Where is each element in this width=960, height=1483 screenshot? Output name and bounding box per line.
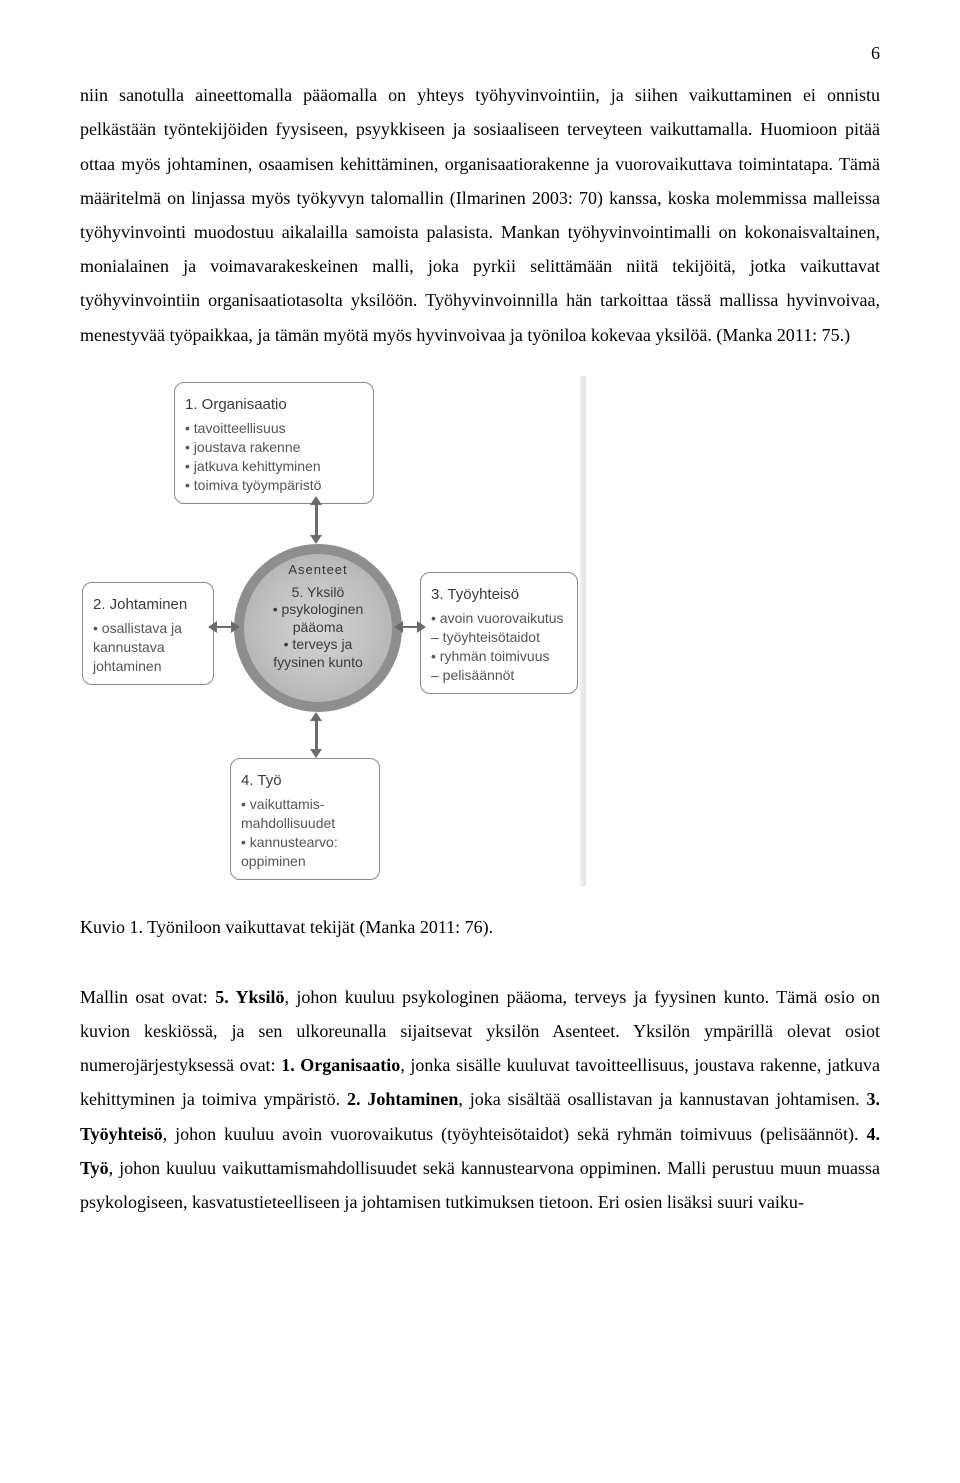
box-tyoyhteiso-title: 3. Työyhteisö — [431, 581, 567, 610]
box-tyoyhteiso-bullet-2: • ryhmän toimivuus — [431, 647, 567, 666]
figure-caption: Kuvio 1. Työniloon vaikuttavat tekijät (… — [80, 910, 880, 944]
paragraph-1: niin sanotulla aineettomalla pääomalla o… — [80, 78, 880, 352]
p2-text-5: , johon kuuluu vaikuttamismahdollisuudet… — [80, 1158, 880, 1212]
box-tyoyhteiso-bullet-1: – työyhteisötaidot — [431, 628, 567, 647]
box-organisaatio: 1. Organisaatio • tavoitteellisuus • jou… — [174, 382, 374, 504]
box-johtaminen-bullet-2: johtaminen — [93, 657, 203, 676]
box-johtaminen-bullet-1: kannustava — [93, 638, 203, 657]
p2-text-3: , joka sisältää osallistavan ja kannusta… — [458, 1089, 866, 1109]
box-johtaminen-title: 2. Johtaminen — [93, 591, 203, 620]
box-tyo-title: 4. Työ — [241, 767, 369, 796]
box-organisaatio-bullet-1: • joustava rakenne — [185, 438, 363, 457]
circle-bullet-2: • terveys ja — [284, 636, 353, 654]
arrow-bottom — [315, 720, 318, 750]
box-johtaminen-bullet-0: • osallistava ja — [93, 619, 203, 638]
wellbeing-model-diagram: 1. Organisaatio • tavoitteellisuus • jou… — [76, 376, 586, 886]
p2-text-0: Mallin osat ovat: — [80, 987, 215, 1007]
box-organisaatio-title: 1. Organisaatio — [185, 391, 363, 420]
box-tyo-bullet-0: • vaikuttamis- — [241, 795, 369, 814]
box-tyo-bullet-3: oppiminen — [241, 852, 369, 871]
box-tyoyhteiso-bullet-0: • avoin vuorovaikutus — [431, 609, 567, 628]
arrow-right — [402, 626, 418, 629]
box-johtaminen: 2. Johtaminen • osallistava ja kannustav… — [82, 582, 214, 685]
scan-shade — [580, 376, 586, 886]
circle-yksilo: Asenteet 5. Yksilö • psykologinen pääoma… — [234, 544, 402, 712]
box-organisaatio-bullet-0: • tavoitteellisuus — [185, 419, 363, 438]
page-number: 6 — [80, 36, 880, 70]
circle-bullet-0: • psykologinen — [273, 601, 364, 619]
box-organisaatio-bullet-2: • jatkuva kehittyminen — [185, 457, 363, 476]
paragraph-2: Mallin osat ovat: 5. Yksilö , johon kuulu… — [80, 980, 880, 1219]
p2-bold-1: 5. Yksilö — [215, 987, 284, 1007]
box-tyoyhteiso-bullet-3: – pelisäännöt — [431, 666, 567, 685]
circle-bullet-3: fyysinen kunto — [273, 654, 363, 672]
box-organisaatio-bullet-3: • toimiva työympäristö — [185, 476, 363, 495]
arrow-top — [315, 504, 318, 536]
p2-bold-2: 1. Organisaatio — [281, 1055, 400, 1075]
circle-title: 5. Yksilö — [292, 584, 345, 602]
p2-text-4: , johon kuuluu avoin vuorovaikutus (työy… — [163, 1124, 867, 1144]
arrow-left — [216, 626, 232, 629]
box-tyoyhteiso: 3. Työyhteisö • avoin vuorovaikutus – ty… — [420, 572, 578, 694]
box-tyo-bullet-1: mahdollisuudet — [241, 814, 369, 833]
box-tyo: 4. Työ • vaikuttamis- mahdollisuudet • k… — [230, 758, 380, 880]
circle-arc-label: Asenteet — [244, 558, 392, 583]
box-tyo-bullet-2: • kannustearvo: — [241, 833, 369, 852]
p2-bold-3: 2. Johtaminen — [347, 1089, 458, 1109]
circle-bullet-1: pääoma — [293, 619, 344, 637]
